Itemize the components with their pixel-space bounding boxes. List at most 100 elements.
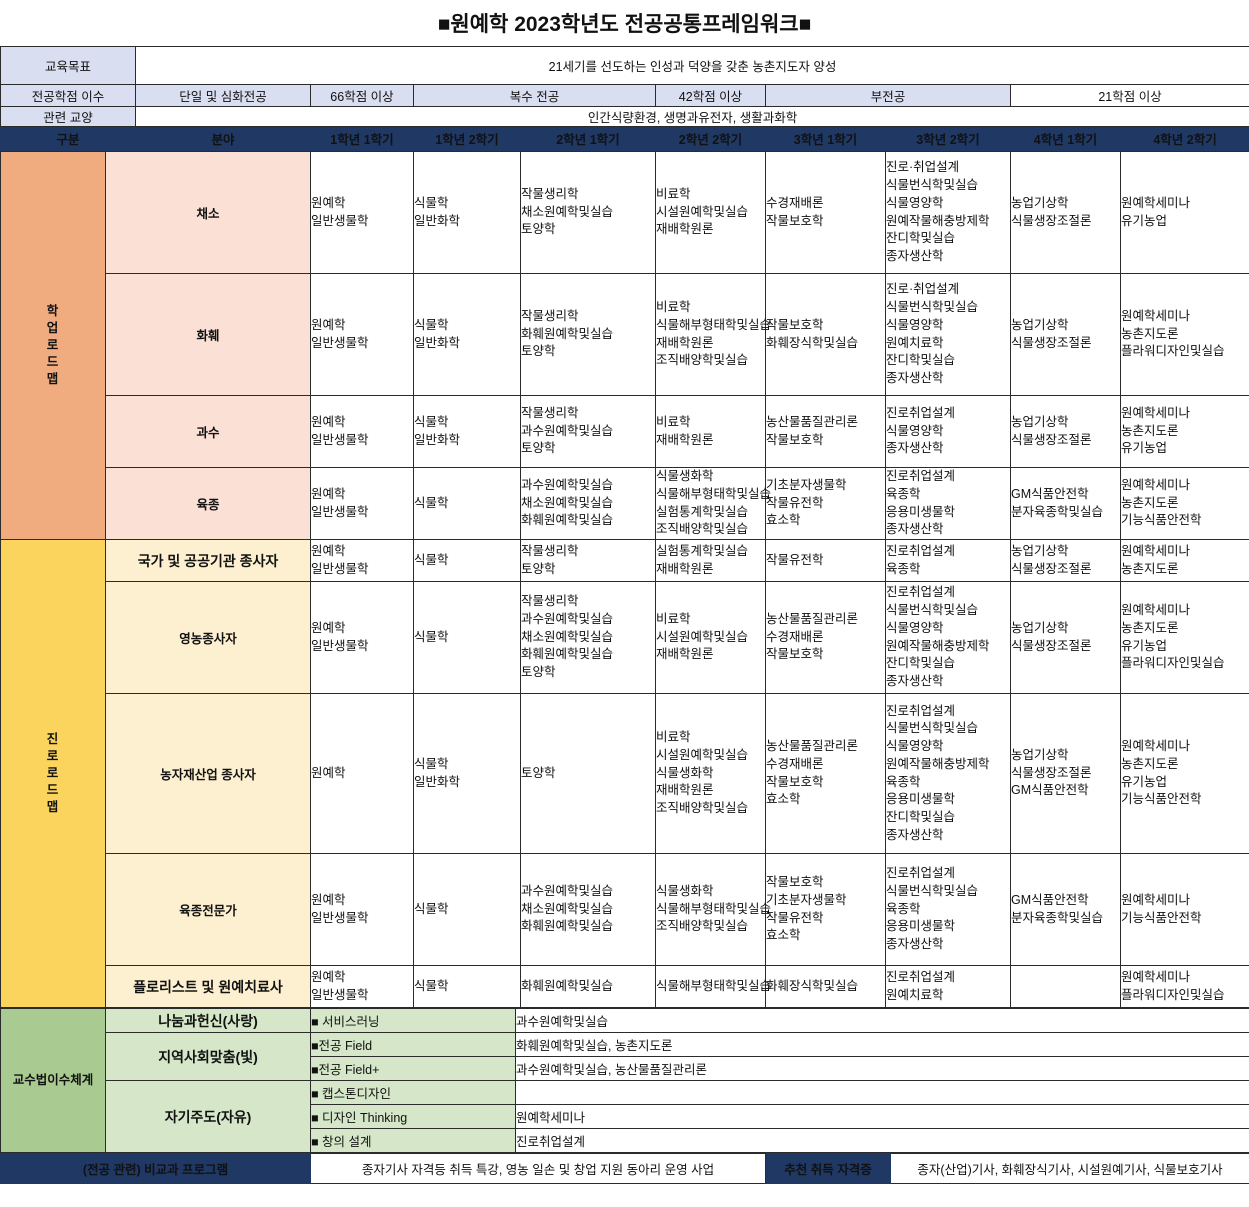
course-item: 원예학	[311, 486, 346, 501]
course-item: 채소원예학및실습	[521, 629, 614, 644]
course-item: 유기농업	[1121, 213, 1168, 228]
course-item: 토양학	[521, 344, 556, 359]
teaching-item-name: ■ 캡스톤디자인	[310, 1080, 516, 1105]
section-label-char: 업	[46, 321, 60, 336]
course-item: 식물학	[414, 756, 449, 771]
course-item: 식물번식학및실습	[886, 300, 979, 314]
course-item: 수경재배론	[766, 195, 824, 210]
section-label-char: 드	[46, 354, 60, 369]
course-item: 작물보호학	[766, 774, 824, 789]
field-name: 채소	[105, 151, 311, 274]
course-item: GM식품안전학	[1011, 783, 1089, 798]
cert-value: 종자(산업)기사, 화훼장식기사, 시설원예기사, 식물보호기사	[890, 1153, 1249, 1184]
course-item: 재배학원론	[656, 432, 714, 447]
course-item: 식물생장조절론	[1011, 335, 1092, 350]
course-item: 종자생산학	[886, 249, 944, 263]
course-item: 유기농업	[1121, 441, 1168, 456]
course-item: 종자생산학	[886, 522, 944, 537]
course-cell-sem-7: 농업기상학 식물생장조절론	[1010, 581, 1121, 694]
course-cell-sem-1: 원예학 일반생물학	[310, 395, 414, 468]
col-sem-4-1: 4학년 1학기	[1010, 126, 1121, 151]
course-item: 원예학세미나	[1121, 405, 1191, 420]
course-item: 재배학원론	[656, 222, 714, 237]
course-cell-sem-6: 진로취업설계 식물번식학및실습 식물영양학 원예작물해충방제학 육종학 응용미생물학 잔디학…	[885, 693, 1011, 854]
credit-minor-name: 부전공	[765, 84, 1011, 107]
course-item: 식물학	[414, 901, 449, 916]
course-item: 식물영양학	[886, 739, 944, 753]
course-item: 화훼원예학및실습	[521, 513, 614, 528]
course-item: 작물유전학	[766, 552, 824, 567]
course-item: 농산물품질관리론	[766, 414, 859, 429]
course-cell-sem-5: 작물보호학 기초분자생물학 작물유전학 효소학	[765, 853, 886, 966]
course-item: 채소원예학및실습	[521, 495, 614, 510]
course-item: 작물생리학	[521, 308, 579, 323]
course-cell-sem-1: 원예학 일반생물학	[310, 581, 414, 694]
goal-row: 교육목표 21세기를 선도하는 인성과 덕양을 갖춘 농촌지도자 양성	[0, 46, 1249, 85]
col-sem-3-1: 3학년 1학기	[765, 126, 886, 151]
course-cell-sem-5: 작물유전학	[765, 539, 886, 582]
course-cell-sem-2: 식물학	[413, 853, 521, 966]
course-item: 플라워디자인및실습	[1121, 656, 1225, 671]
course-item: 과수원예학및실습	[521, 611, 614, 626]
course-item: 원예학세미나	[1121, 308, 1191, 323]
teaching-method-table: 교수법이수체계 나눔과헌신(사랑) ■ 서비스러닝 과수원예학및실습 지역사회맞춤(빛)…	[0, 1008, 1249, 1153]
course-item: 비료학	[656, 611, 691, 626]
table-row: 화훼 원예학 일반생물학 식물학 일반화학 작물생리학 화훼원예학및실습 토양학 비료학 식물해부…	[1, 273, 1249, 396]
course-cell-sem-6: 진로취업설계 식물영양학 종자생산학	[885, 395, 1011, 468]
course-item: 원예작물해충방제학	[886, 638, 990, 653]
course-item: 분자육종학및실습	[1011, 910, 1104, 925]
course-item: 원예학	[311, 317, 346, 332]
course-item: 재배학원론	[656, 647, 714, 662]
course-item: 기초분자생물학	[766, 892, 847, 907]
course-cell-sem-7: 농업기상학 식물생장조절론	[1010, 273, 1121, 396]
course-cell-sem-6: 진로·취업설계 식물번식학및실습 식물영양학 원예치료학 잔디학및실습 종자생산학	[885, 273, 1011, 396]
course-cell-sem-4: 실험통계학및실습 재배학원론	[655, 539, 766, 582]
course-item: 재배학원론	[656, 335, 714, 350]
cert-label: 추천 취득 자격증	[765, 1153, 891, 1184]
course-cell-sem-1: 원예학 일반생물학	[310, 539, 414, 582]
table-row: 학 업 로 드 맵 채소 원예학 일반생물학 식물학 일반화학 작물생리학 채소원예학및실습 토양학 비료…	[0, 151, 1249, 540]
course-item: 식물영양학	[886, 423, 944, 438]
course-cell-sem-4: 식물해부형태학및실습	[655, 965, 772, 1008]
course-item: 과수원예학및실습	[521, 883, 614, 898]
course-cell-sem-8: 원예학세미나 유기농업	[1120, 151, 1249, 274]
teaching-row: 교수법이수체계 나눔과헌신(사랑) ■ 서비스러닝 과수원예학및실습	[0, 1008, 1249, 1153]
teaching-item-name: ■ 창의 설계	[310, 1128, 516, 1153]
course-cell-sem-3: 토양학	[520, 693, 656, 854]
credit-minor-value: 21학점 이상	[1009, 84, 1249, 107]
course-item: 농산물품질관리론	[766, 611, 859, 626]
field-name: 플로리스트 및 원예치료사	[105, 965, 311, 1008]
course-cell-sem-1: 원예학 일반생물학	[310, 853, 414, 966]
credit-double-value: 42학점 이상	[655, 84, 766, 107]
course-item: 식물해부형태학및실습	[656, 978, 772, 993]
course-item: 비료학	[656, 300, 691, 314]
field-name: 농자재산업 종사자	[105, 693, 311, 854]
course-item: 원예학세미나	[1121, 603, 1191, 617]
course-item: 효소학	[766, 513, 801, 528]
teaching-row: 자기주도(자유) ■ 캡스톤디자인	[1, 1080, 1249, 1153]
course-item: 식물번식학및실습	[886, 178, 979, 192]
course-item: 일반생물학	[311, 504, 369, 519]
header-table: 교육목표 21세기를 선도하는 인성과 덕양을 갖춘 농촌지도자 양성 전공학점…	[0, 46, 1249, 151]
table-row: 육종 원예학 일반생물학 식물학 과수원예학및실습 채소원예학및실습 화훼원예학및실습 식물생…	[1, 467, 1249, 540]
course-item: 실험통계학및실습	[656, 504, 749, 519]
course-item: 농업기상학	[1011, 414, 1069, 429]
course-item: 조직배양학및실습	[656, 353, 749, 368]
table-row: 육종전문가 원예학 일반생물학 식물학 과수원예학및실습 채소원예학및실습 화훼원예학및실습…	[1, 853, 1249, 966]
course-item: 식물번식학및실습	[886, 883, 979, 898]
course-item: 원예학	[311, 969, 346, 984]
course-item: 종자생산학	[886, 827, 944, 842]
teaching-item-value	[515, 1080, 1249, 1105]
course-item: 일반생물학	[311, 910, 369, 925]
course-cell-sem-3: 작물생리학 채소원예학및실습 토양학	[520, 151, 656, 274]
col-sem-2-1: 2학년 1학기	[520, 126, 656, 151]
section-label-char: 로	[46, 766, 60, 781]
teaching-row: 지역사회맞춤(빛) ■전공 Field 화훼원예학및실습, 농촌지도론	[1, 1032, 1249, 1081]
course-item: 농촌지도론	[1121, 495, 1179, 510]
course-item: 식물영양학	[886, 317, 944, 332]
course-cell-sem-2: 식물학	[413, 467, 521, 540]
course-cell-sem-3: 화훼원예학및실습	[520, 965, 656, 1008]
course-item: 농산물품질관리론	[766, 739, 859, 753]
course-cell-sem-8: 원예학세미나 기능식품안전학	[1120, 853, 1249, 966]
